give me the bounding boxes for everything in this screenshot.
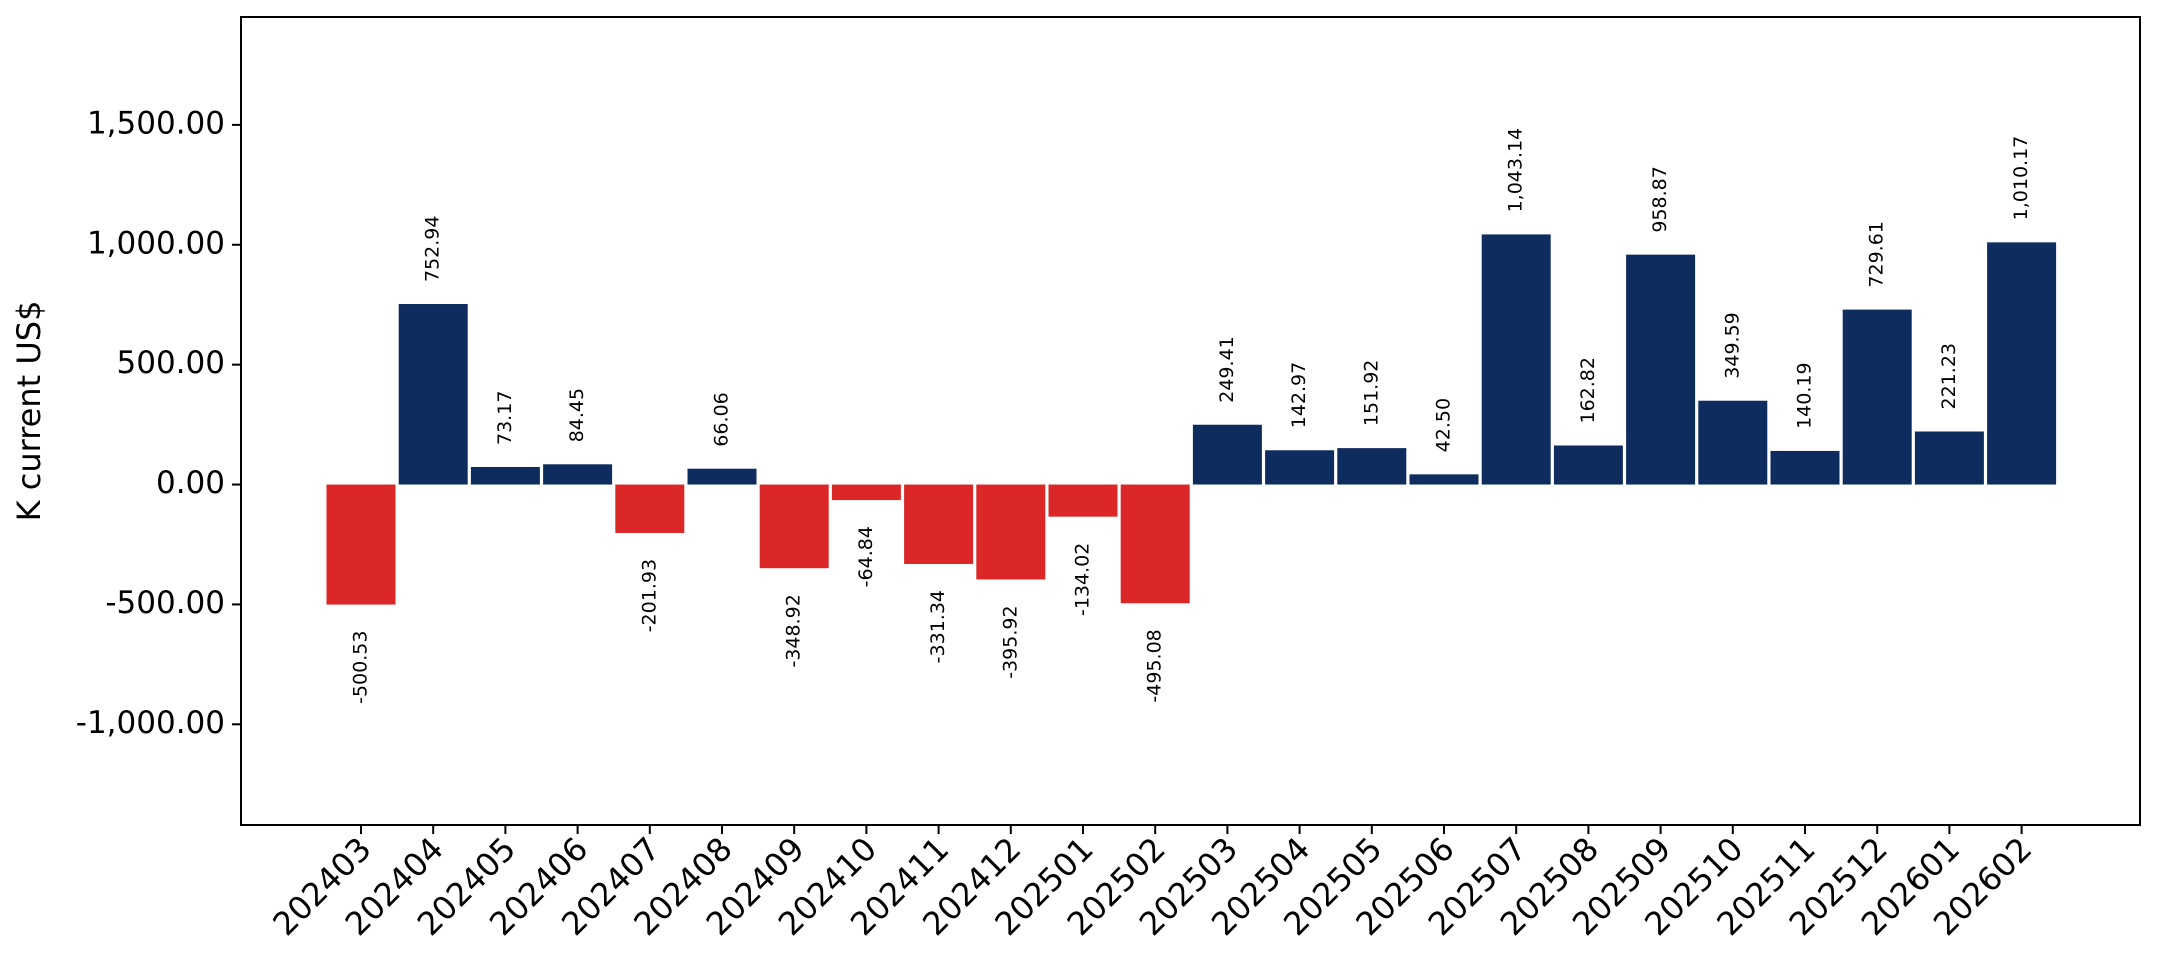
- bar-202511: [1770, 450, 1840, 485]
- bar-value-label: 140.19: [1794, 362, 1816, 428]
- bar-value-label: -201.93: [638, 559, 660, 632]
- bar-202408: [687, 468, 757, 485]
- bar-value-label: 249.41: [1216, 336, 1238, 402]
- bar-value-label: -500.53: [350, 631, 372, 704]
- bar-202411: [904, 484, 974, 564]
- y-tick-label: -500.00: [105, 585, 225, 621]
- bar-value-label: 752.94: [422, 216, 444, 282]
- y-tick-label: 500.00: [117, 345, 225, 381]
- bar-value-label: 1,010.17: [2010, 136, 2032, 221]
- bar-202507: [1481, 234, 1551, 485]
- bar-value-label: -395.92: [999, 605, 1021, 678]
- bar-value-label: 729.61: [1866, 221, 1888, 287]
- bar-value-labels: -500.53 752.94 73.17 84.45 -201.93 66.06 -348.…: [350, 128, 2033, 704]
- bar-value-label: -348.92: [783, 594, 805, 667]
- y-tick-label: 1,000.00: [87, 225, 225, 261]
- bar-value-label: 84.45: [566, 388, 588, 442]
- bar-value-label: 42.50: [1433, 398, 1455, 452]
- bar-202509: [1626, 254, 1696, 485]
- bar-202508: [1553, 445, 1623, 485]
- bar-value-label: -134.02: [1072, 543, 1094, 616]
- bar-value-label: 1,043.14: [1505, 128, 1527, 213]
- bar-202512: [1842, 309, 1912, 485]
- bar-value-label: 151.92: [1360, 360, 1382, 426]
- x-axis: 2024032024042024052024062024072024082024…: [265, 825, 2039, 943]
- bar-value-label: 73.17: [494, 391, 516, 445]
- bar-202403: [326, 484, 396, 605]
- bar-202501: [1048, 484, 1118, 517]
- bar-202506: [1409, 474, 1479, 485]
- bar-202510: [1698, 400, 1768, 485]
- bar-202602: [1987, 242, 2057, 485]
- bar-value-label: 142.97: [1288, 362, 1310, 428]
- y-tick-label: 1,500.00: [87, 105, 225, 141]
- bar-value-label: 221.23: [1938, 343, 1960, 409]
- bar-202406: [543, 464, 613, 485]
- bar-value-label: -64.84: [855, 526, 877, 587]
- bar-value-label: 958.87: [1649, 166, 1671, 232]
- y-axis-title: K current US$: [10, 301, 48, 522]
- bar-202502: [1120, 484, 1190, 604]
- bar-value-label: -331.34: [927, 590, 949, 663]
- bar-202505: [1337, 448, 1407, 485]
- bar-202601: [1914, 431, 1984, 485]
- y-axis: -1,000.00 -500.00 0.00 500.00 1,000.00 1,500.…: [76, 105, 241, 741]
- bar-value-label: 66.06: [711, 392, 733, 446]
- bar-202407: [615, 484, 685, 533]
- bar-value-label: 349.59: [1721, 312, 1743, 378]
- y-tick-label: -1,000.00: [76, 705, 225, 741]
- bar-202409: [759, 484, 829, 569]
- bar-202504: [1265, 450, 1335, 485]
- bar-value-label: 162.82: [1577, 357, 1599, 423]
- bars: [326, 234, 2057, 605]
- plot-frame: [240, 16, 2141, 826]
- y-tick-label: 0.00: [156, 465, 225, 501]
- bar-value-label: -495.08: [1144, 629, 1166, 702]
- bar-202405: [470, 466, 540, 485]
- bar-202410: [831, 484, 901, 501]
- bar-202404: [398, 304, 468, 485]
- bar-202412: [976, 484, 1046, 580]
- bar-202503: [1192, 424, 1262, 485]
